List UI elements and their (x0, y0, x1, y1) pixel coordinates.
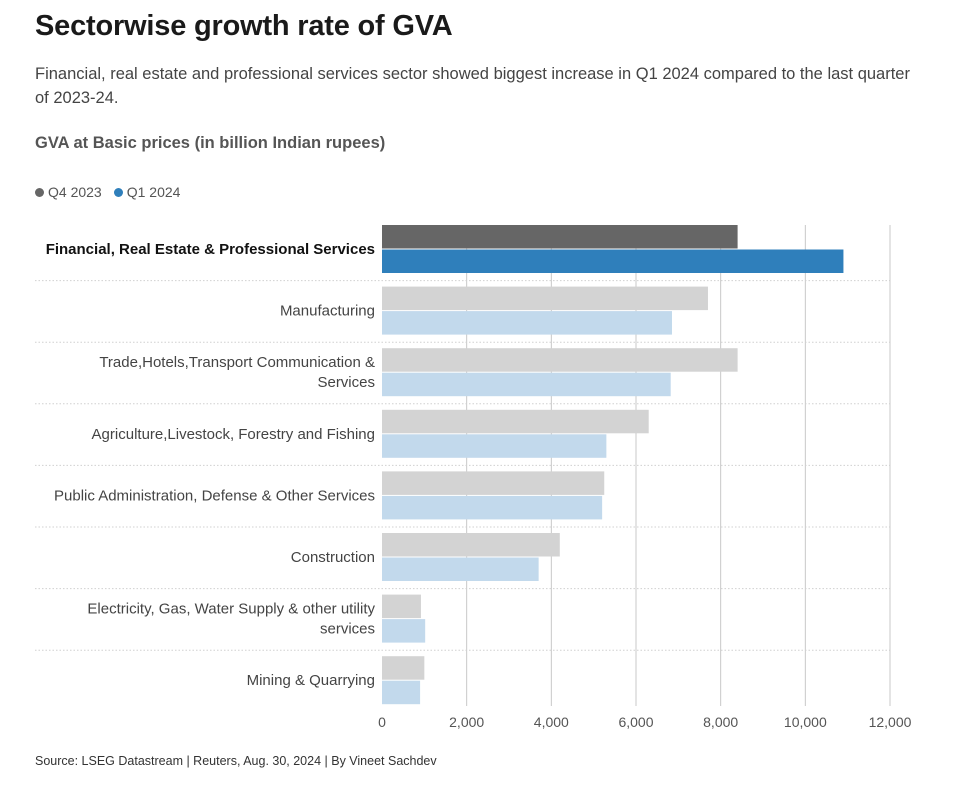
category-label-line-1-0: Manufacturing (280, 303, 375, 320)
bar-q1-2024-7 (382, 680, 421, 705)
category-label-5: Construction (291, 549, 375, 566)
category-label-line-3-0: Agriculture,Livestock, Forestry and Fish… (92, 426, 375, 443)
category-label-line-6-1: services (320, 621, 375, 638)
category-label-line-5-0: Construction (291, 549, 375, 566)
chart-title: Sectorwise growth rate of GVA (35, 10, 453, 42)
bar-q4-2023-5 (382, 533, 560, 557)
bar-q1-2024-5 (382, 557, 539, 581)
category-label-4: Public Administration, Defense & Other S… (54, 487, 375, 504)
bar-q4-2023-6 (382, 594, 421, 619)
category-label-line-4-0: Public Administration, Defense & Other S… (54, 487, 375, 504)
category-label-layer: Financial, Real Estate & Professional Se… (46, 241, 376, 689)
x-tick-label-2: 4,000 (534, 714, 569, 730)
bar-q1-2024-0 (382, 249, 844, 273)
bar-q4-2023-7 (382, 656, 425, 680)
legend-swatch-q1-2024 (113, 187, 123, 197)
legend-label-q4-2023: Q4 2023 (48, 184, 102, 200)
category-label-line-2-0: Trade,Hotels,Transport Communication & (99, 354, 375, 371)
bar-q1-2024-3 (382, 434, 607, 458)
category-label-2: Trade,Hotels,Transport Communication & Se… (99, 354, 375, 391)
x-tick-label-3: 6,000 (618, 714, 653, 730)
chart-subtitle: Financial, real estate and professional … (35, 65, 910, 107)
bar-layer (382, 225, 844, 705)
x-tick-label-6: 12,000 (869, 714, 912, 730)
bar-q4-2023-2 (382, 348, 738, 372)
category-label-1: Manufacturing (280, 303, 375, 320)
bar-q1-2024-4 (382, 495, 603, 520)
legend: Q4 2023 Q1 2024 (35, 184, 180, 200)
x-tick-label-0: 0 (378, 714, 386, 730)
category-label-3: Agriculture,Livestock, Forestry and Fish… (92, 426, 375, 443)
grid-layer (35, 225, 891, 706)
chart-heading: GVA at Basic prices (in billion Indian r… (35, 134, 386, 152)
source-note: Source: LSEG Datastream | Reuters, Aug. … (35, 754, 437, 768)
legend-swatch-q4-2023 (35, 187, 44, 197)
bar-q1-2024-2 (382, 372, 671, 397)
category-label-0: Financial, Real Estate & Professional Se… (46, 241, 375, 258)
category-label-6: Electricity, Gas, Water Supply & other u… (87, 601, 375, 638)
category-label-line-7-0: Mining & Quarrying (247, 672, 375, 689)
x-tick-label-4: 8,000 (703, 714, 738, 730)
legend-item-q4-2023: Q4 2023 (35, 184, 102, 200)
x-axis-tick-layer: 0 2,000 4,000 6,000 8,000 10,000 12,000 (378, 714, 912, 730)
bar-q4-2023-3 (382, 409, 649, 434)
category-label-7: Mining & Quarrying (247, 672, 375, 689)
bar-q4-2023-1 (382, 286, 708, 311)
x-tick-label-5: 10,000 (784, 714, 827, 730)
bar-q1-2024-6 (382, 619, 426, 643)
bar-q1-2024-1 (382, 311, 672, 335)
bar-q4-2023-4 (382, 471, 605, 495)
legend-item-q1-2024: Q1 2024 (113, 184, 181, 200)
legend-label-q1-2024: Q1 2024 (126, 184, 181, 200)
category-label-line-2-1: Services (317, 374, 375, 391)
category-label-line-6-0: Electricity, Gas, Water Supply & other u… (87, 601, 375, 618)
bar-q4-2023-0 (382, 225, 738, 249)
x-tick-label-1: 2,000 (449, 714, 484, 730)
category-label-line-0-0: Financial, Real Estate & Professional Se… (46, 241, 375, 258)
